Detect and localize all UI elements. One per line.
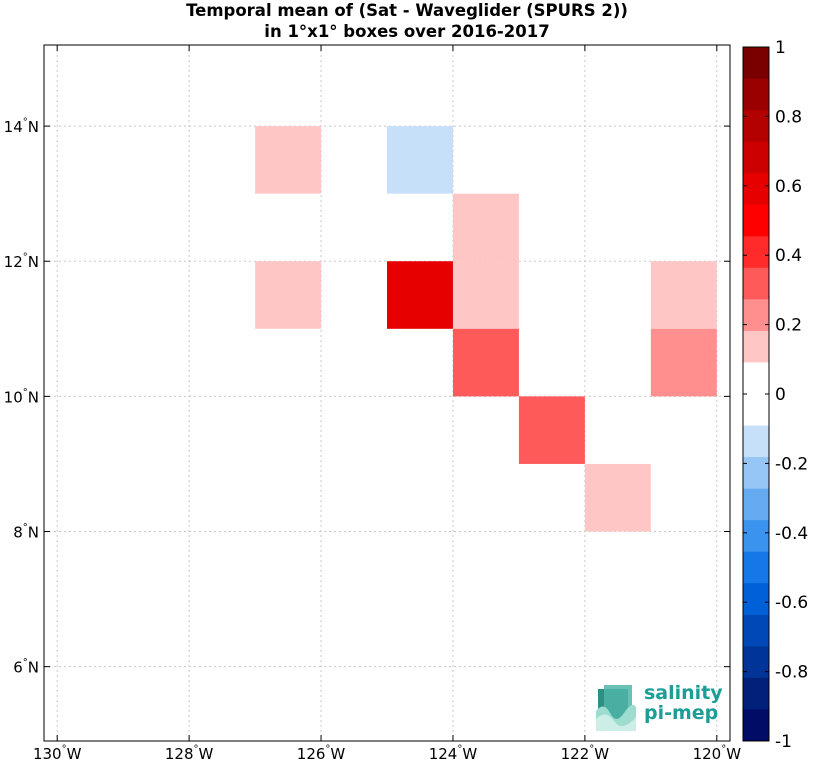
x-tick-label: 124°W [429, 744, 478, 763]
colorbar-segment [743, 488, 769, 521]
colorbar-tick-label: 0.6 [775, 177, 802, 197]
colorbar-segment [743, 267, 769, 300]
colorbar-segment [743, 236, 769, 269]
x-tick-label: 128°W [165, 744, 214, 763]
colorbar-segment [743, 110, 769, 143]
heatmap-cell [255, 261, 322, 329]
colorbar-segment [743, 677, 769, 710]
colorbar-segment [743, 520, 769, 553]
y-tick-label: 8°N [13, 523, 39, 542]
y-tick-label: 6°N [13, 658, 39, 677]
chart-title-line-2: in 1°x1° boxes over 2016-2017 [264, 22, 550, 41]
heatmap-cell [452, 261, 519, 329]
salinity-wave-logo-icon [596, 685, 636, 731]
colorbar-segment [743, 47, 769, 80]
colorbar-segment [743, 394, 769, 427]
axis-ticks: 130°W 128°W 126°W 124°W 122°W 120°W 6°N 8°N 10°N… [4, 45, 742, 763]
colorbar-tick-label: -0.6 [775, 593, 808, 613]
colorbar-segment [743, 141, 769, 174]
colorbar-segment [743, 457, 769, 490]
heatmap-cell [387, 126, 453, 194]
x-tick-label: 122°W [561, 744, 610, 763]
heatmap-cell [584, 463, 651, 532]
colorbar-segment [743, 425, 769, 458]
colorbar-tick-label: -0.2 [775, 454, 808, 474]
colorbar-tick-label: 0.4 [775, 246, 802, 266]
colorbar-tick-label: 0.8 [775, 107, 802, 127]
colorbar-tick-label: 1 [775, 38, 786, 58]
colorbar-segment [743, 299, 769, 332]
heatmap-cell [650, 328, 717, 397]
heatmap-cell [518, 396, 585, 464]
colorbar-segment [743, 204, 769, 237]
colorbar-tick-label: 0.2 [775, 316, 802, 336]
colorbar-tick-label: 0 [775, 385, 786, 405]
x-tick-label: 120°W [693, 744, 742, 763]
colorbar-tick-label: -0.8 [775, 663, 808, 683]
colorbar-segment [743, 173, 769, 206]
x-tick-label: 126°W [297, 744, 346, 763]
y-tick-label: 12°N [4, 252, 39, 271]
colorbar-segment [743, 646, 769, 679]
heatmap-cell [452, 193, 519, 262]
y-tick-label: 10°N [4, 387, 39, 406]
logo-text-salinity: salinity [644, 682, 723, 704]
logo-text-pi-mep: pi-mep [644, 702, 719, 724]
colorbar-segment [743, 709, 769, 742]
plot-frame [43, 44, 731, 742]
colorbar-segment [743, 614, 769, 647]
heatmap-cell [452, 328, 519, 397]
chart-title-line-1: Temporal mean of (Sat - Waveglider (SPUR… [186, 1, 628, 20]
colorbar-segment [743, 362, 769, 395]
heatmap-cells [255, 126, 717, 532]
chart-title: Temporal mean of (Sat - Waveglider (SPUR… [0, 0, 814, 42]
heatmap-cell [387, 261, 453, 329]
colorbar-tick-label: -1 [775, 732, 792, 752]
x-tick-label: 130°W [33, 744, 82, 763]
heatmap-cell [650, 261, 717, 329]
colorbar-segment [743, 78, 769, 111]
salinity-pi-mep-logo: salinity pi-mep [594, 683, 724, 733]
colorbar-tick-label: -0.4 [775, 524, 808, 544]
colorbar-segment [743, 551, 769, 584]
y-tick-label: 14°N [4, 117, 39, 136]
heatmap-cell [255, 126, 322, 194]
colorbar-segment [743, 583, 769, 616]
colorbar: 1 0.8 0.6 0.4 0.2 0 -0.2 -0.4 -0.6 -0.8 -1 [742, 38, 808, 752]
colorbar-segment [743, 330, 769, 363]
